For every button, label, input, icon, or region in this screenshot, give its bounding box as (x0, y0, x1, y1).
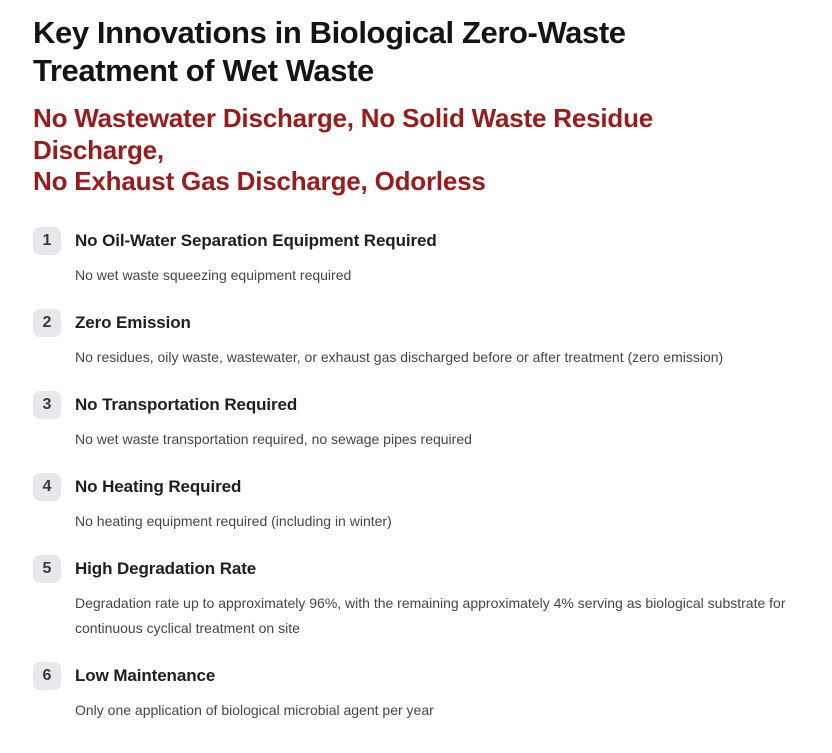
innovation-title: Low Maintenance (75, 665, 216, 685)
item-number-badge: 5 (33, 554, 61, 583)
innovation-item-header: 2 Zero Emission (33, 308, 790, 337)
innovation-item-header: 1 No Oil-Water Separation Equipment Requ… (33, 226, 790, 255)
page-subtitle: No Wastewater Discharge, No Solid Waste … (33, 103, 790, 198)
innovation-title: High Degradation Rate (75, 558, 257, 578)
item-number-badge: 3 (33, 390, 61, 419)
innovation-item-5: 5 High Degradation Rate Degradation rate… (33, 554, 790, 641)
innovation-description: No residues, oily waste, wastewater, or … (75, 348, 724, 365)
innovation-item-6: 6 Low Maintenance Only one application o… (33, 661, 790, 723)
innovation-title: Zero Emission (75, 312, 191, 332)
item-number-badge: 1 (33, 226, 61, 255)
innovation-item-4: 4 No Heating Required No heating equipme… (33, 472, 790, 534)
item-number-badge: 4 (33, 472, 61, 501)
innovation-item-1: 1 No Oil-Water Separation Equipment Requ… (33, 226, 790, 288)
innovation-item-2: 2 Zero Emission No residues, oily waste,… (33, 308, 790, 370)
item-number-badge: 2 (33, 308, 61, 337)
innovation-list: 1 No Oil-Water Separation Equipment Requ… (33, 226, 790, 723)
innovation-item-header: 3 No Transportation Required (33, 390, 790, 419)
innovation-item-3: 3 No Transportation Required No wet wast… (33, 390, 790, 452)
innovation-description: Degradation rate up to approximately 96%… (75, 594, 786, 636)
innovation-description: No heating equipment required (including… (75, 512, 392, 529)
innovation-title: No Oil-Water Separation Equipment Requir… (75, 230, 437, 250)
innovation-title: No Transportation Required (75, 394, 298, 414)
innovation-description: Only one application of biological micro… (75, 701, 434, 718)
innovation-description: No wet waste transportation required, no… (75, 430, 472, 447)
innovation-item-header: 6 Low Maintenance (33, 661, 790, 690)
innovation-description: No wet waste squeezing equipment require… (75, 266, 352, 283)
innovation-title: No Heating Required (75, 476, 242, 496)
item-number-badge: 6 (33, 661, 61, 690)
page-title-line-1: Key Innovations in Biological Zero-Waste (33, 15, 626, 50)
innovation-item-header: 4 No Heating Required (33, 472, 790, 501)
page-title-line-2: Treatment of Wet Waste (33, 53, 374, 88)
page-subtitle-line-2: No Exhaust Gas Discharge, Odorless (33, 166, 486, 196)
innovation-item-header: 5 High Degradation Rate (33, 554, 790, 583)
page-subtitle-line-1: No Wastewater Discharge, No Solid Waste … (33, 103, 654, 165)
page-title: Key Innovations in Biological Zero-Waste… (33, 14, 790, 90)
